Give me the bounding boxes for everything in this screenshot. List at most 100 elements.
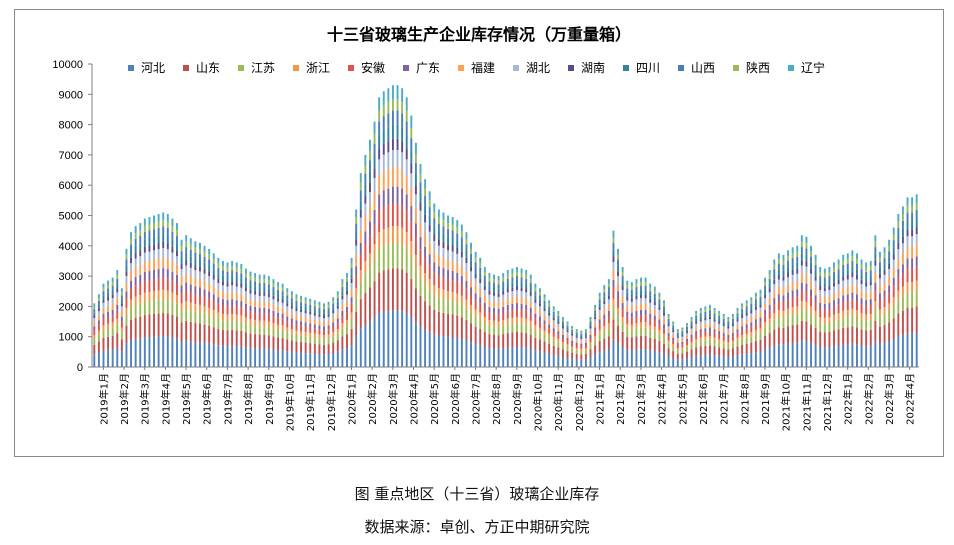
stacked-bar <box>346 273 348 367</box>
bar-segment <box>148 251 151 261</box>
bar-segment <box>520 309 523 318</box>
bar-segment <box>97 315 100 321</box>
bar-segment <box>235 346 238 367</box>
bar-segment <box>97 311 100 316</box>
bar-segment <box>759 296 762 301</box>
bar-segment <box>741 344 744 355</box>
bar-segment <box>493 279 495 283</box>
stacked-bar <box>534 283 537 367</box>
bar-segment <box>217 303 220 313</box>
bar-segment <box>800 320 803 341</box>
bar-segment <box>465 251 468 258</box>
bar-segment <box>713 341 716 347</box>
bar-segment <box>336 318 339 324</box>
bar-segment <box>612 230 615 238</box>
bar-segment <box>823 277 826 283</box>
bar-segment <box>860 259 863 265</box>
bar-segment <box>497 302 500 309</box>
bar-segment <box>240 330 243 347</box>
bar-segment <box>603 319 606 327</box>
bar-segment <box>773 264 776 270</box>
bar-segment <box>327 310 330 315</box>
bar-segment <box>892 339 895 367</box>
bar-segment <box>102 295 105 300</box>
bar-segment <box>603 314 606 320</box>
bar-segment <box>764 335 767 350</box>
bar-segment <box>883 325 886 344</box>
bar-segment <box>249 276 252 281</box>
bar-segment <box>598 334 601 342</box>
bar-segment <box>713 329 716 333</box>
bar-segment <box>139 295 142 304</box>
bar-segment <box>699 346 702 356</box>
bar-segment <box>860 264 863 270</box>
bar-segment <box>433 203 436 212</box>
bar-segment <box>231 275 234 282</box>
legend-label: 江苏 <box>251 61 275 75</box>
bar-segment <box>244 332 247 348</box>
bar-segment <box>557 342 560 348</box>
bar-segment <box>263 295 266 302</box>
bar-segment <box>681 353 684 360</box>
bar-segment <box>690 331 693 335</box>
bar-segment <box>750 342 753 354</box>
bar-segment <box>548 328 551 334</box>
bar-segment <box>424 222 427 234</box>
stacked-bar <box>511 268 514 367</box>
bar-segment <box>217 263 220 268</box>
bar-segment <box>888 276 891 286</box>
bar-segment <box>796 313 799 325</box>
bar-segment <box>635 299 638 305</box>
bar-segment <box>552 314 555 318</box>
bar-segment <box>373 281 376 318</box>
bar-segment <box>217 267 220 274</box>
bar-segment <box>313 328 316 334</box>
bar-segment <box>727 342 730 345</box>
bar-segment <box>134 317 137 339</box>
bar-segment <box>777 279 780 287</box>
stacked-bar <box>704 306 707 367</box>
bar-segment <box>212 279 215 287</box>
bar-segment <box>580 330 583 333</box>
bar-segment <box>447 270 450 280</box>
bar-segment <box>424 188 427 197</box>
bar-segment <box>460 244 463 252</box>
bar-segment <box>93 326 96 331</box>
bar-segment <box>722 318 725 322</box>
bar-segment <box>460 275 463 285</box>
bar-segment <box>612 237 615 243</box>
bar-segment <box>589 345 592 350</box>
bar-segment <box>148 238 151 246</box>
bar-segment <box>309 318 312 324</box>
legend-swatch <box>128 65 134 71</box>
bar-segment <box>878 326 881 344</box>
bar-segment <box>93 303 96 307</box>
bar-segment <box>617 325 620 344</box>
bar-segment <box>217 273 220 279</box>
bar-segment <box>378 194 381 211</box>
bar-segment <box>699 316 702 320</box>
bar-segment <box>782 270 785 277</box>
bar-segment <box>865 282 868 287</box>
bar-segment <box>773 290 776 299</box>
bar-segment <box>451 224 454 231</box>
bar-segment <box>93 335 96 340</box>
bar-segment <box>199 266 201 272</box>
bar-segment <box>391 203 394 227</box>
bar-segment <box>221 345 224 367</box>
bar-segment <box>199 287 201 295</box>
bar-segment <box>212 286 215 295</box>
bar-segment <box>355 209 358 218</box>
bar-segment <box>557 338 560 343</box>
bar-segment <box>575 359 578 367</box>
bar-segment <box>690 345 693 350</box>
bar-segment <box>557 334 560 339</box>
bar-segment <box>764 303 767 310</box>
bar-segment <box>791 264 794 271</box>
bar-segment <box>842 344 845 367</box>
bar-segment <box>125 343 128 367</box>
bar-segment <box>901 296 904 311</box>
bar-segment <box>502 294 505 301</box>
bar-segment <box>598 314 601 320</box>
stacked-bar <box>107 280 110 367</box>
